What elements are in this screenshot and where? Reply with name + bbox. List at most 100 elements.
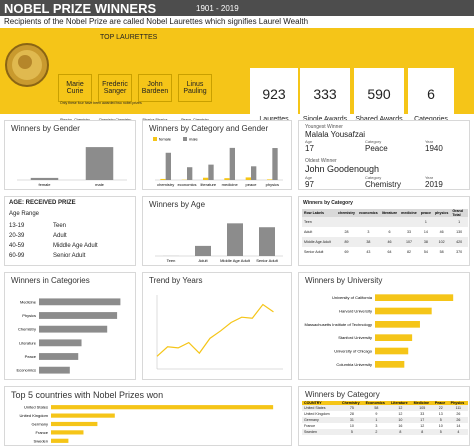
panel: Winners by Category Row Labels chemistry ec…	[298, 196, 470, 266]
bar	[375, 347, 409, 355]
table-cell: 1	[424, 220, 427, 224]
table-cell: 82	[406, 250, 411, 254]
chart-title: Winners in Categories	[11, 276, 90, 285]
table-cell: 12	[398, 406, 403, 410]
stat-label: Laurettes	[250, 116, 298, 123]
table-cell: 89	[344, 240, 349, 244]
table-cell: 26	[456, 418, 461, 422]
record-value: 1940	[425, 144, 443, 153]
x-tick-label: Middle Age Adult	[220, 258, 251, 263]
table-cell: 22	[438, 406, 443, 410]
bar	[39, 339, 82, 347]
chart-title: Trend by Years	[149, 276, 203, 285]
bar	[51, 438, 69, 443]
chart: United States United Kingdom Germany France…	[20, 405, 274, 443]
record-label: Category	[365, 175, 382, 180]
section-title: TOP LAURETTES	[100, 34, 158, 41]
x-tick-label: chemistry	[157, 182, 174, 187]
table-cell: Adult	[53, 233, 67, 239]
y-tick-label: Sweden	[34, 438, 48, 443]
table-cell: 5	[350, 430, 353, 434]
table-header-row: Row Labels chemistry economics literature me…	[302, 209, 468, 217]
table-row: Senior Adult 69 43 64 82 54 58 370	[302, 247, 468, 257]
panel: Winners by Age Teen Adult Middle Age Adult S…	[142, 196, 292, 266]
header-cell: economics	[358, 211, 378, 215]
bar	[39, 298, 121, 306]
table-cell: 33	[406, 230, 411, 234]
x-tick-label: peace	[246, 182, 258, 187]
header-cell: literature	[381, 211, 398, 215]
bar	[165, 152, 171, 180]
y-tick-label: United Kingdom	[20, 413, 49, 418]
table-cell: 3	[367, 230, 370, 234]
y-tick-label: Literature	[19, 340, 37, 345]
bar	[272, 148, 278, 180]
stat-value: 333	[313, 86, 337, 102]
bar	[375, 361, 405, 368]
panel: Top 5 countries with Nobel Prizes won Uni…	[4, 386, 292, 446]
table-cell: 5	[439, 418, 442, 422]
stat-label: Categories	[408, 116, 454, 123]
chart-title: Winners by University	[305, 276, 383, 285]
table-cell: 107	[405, 240, 412, 244]
table-cell: 1	[375, 418, 378, 422]
legend-swatch	[183, 137, 187, 141]
x-tick-label: economics	[177, 182, 196, 187]
table-cell: 1	[458, 220, 461, 224]
chart: University of California Harvard Universi…	[304, 294, 454, 368]
chart: female male	[17, 147, 127, 187]
table-cell: 8	[421, 430, 424, 434]
table-cell: 69	[344, 250, 349, 254]
bar	[51, 430, 84, 435]
table-cell: 2	[375, 430, 378, 434]
table-cell	[357, 217, 380, 227]
table-cell: 17	[420, 418, 425, 422]
bar	[208, 164, 214, 180]
bar	[30, 177, 59, 180]
table-cell: 5	[439, 430, 442, 434]
table-cell: 58	[374, 406, 379, 410]
stat-value: 923	[262, 86, 286, 102]
header-cell: Chemistry	[342, 401, 360, 405]
laureate-name: Marie Curie	[58, 74, 92, 102]
table-cell: 54	[423, 250, 428, 254]
note: Only these four have been awarded two no…	[60, 101, 142, 105]
table-cell: 420	[456, 240, 463, 244]
page-title: NOBEL PRIZE WINNERS	[4, 1, 157, 16]
stat-label: Single Awards	[300, 116, 350, 123]
chart: chemistry economics literature medicine peac…	[153, 137, 283, 187]
y-tick-label: University of Chicago	[334, 349, 373, 354]
table-title: Winners by Category	[303, 200, 353, 206]
table-cell: 130	[456, 230, 463, 234]
years: 1901 - 2019	[196, 4, 239, 13]
bar	[224, 178, 230, 180]
table-row: Teen 1 1	[302, 217, 468, 227]
record-heading: Oldest Winner	[305, 158, 337, 164]
table-cell: 9	[375, 412, 378, 416]
y-tick-label: Economics	[16, 368, 36, 373]
table-row: France 10 3 16 12 10 14	[302, 423, 468, 429]
table-cell: 14	[456, 424, 461, 428]
bar	[51, 413, 115, 418]
table-cell: Adult	[304, 230, 313, 234]
table-header: Age Range	[9, 211, 40, 217]
table-cell: 10	[398, 418, 403, 422]
record-value: Chemistry	[365, 180, 402, 189]
table-cell: 64	[387, 250, 392, 254]
header-cell: peace	[420, 211, 431, 215]
table-cell: 12	[398, 412, 403, 416]
x-tick-label: female	[38, 182, 51, 187]
x-tick-label: Adult	[198, 258, 208, 263]
record-value: 2019	[425, 180, 443, 189]
highlight-band: TOP LAURETTES Marie CuriePhysics, Chemis…	[0, 28, 474, 136]
panel: Winners by University University of Calif…	[298, 272, 470, 380]
header-cell: COUNTRY	[304, 401, 322, 405]
table-cell: 43	[366, 250, 371, 254]
table-cell: Germany	[304, 418, 319, 422]
table-cell: 8	[399, 430, 402, 434]
header-cell: Medicine	[413, 401, 430, 405]
bar	[187, 167, 193, 180]
table-cell: 28	[344, 230, 349, 234]
table-cell: Middle Age Adult	[53, 243, 98, 249]
chart: Teen Adult Middle Age Adult Senior Adult	[155, 223, 283, 263]
